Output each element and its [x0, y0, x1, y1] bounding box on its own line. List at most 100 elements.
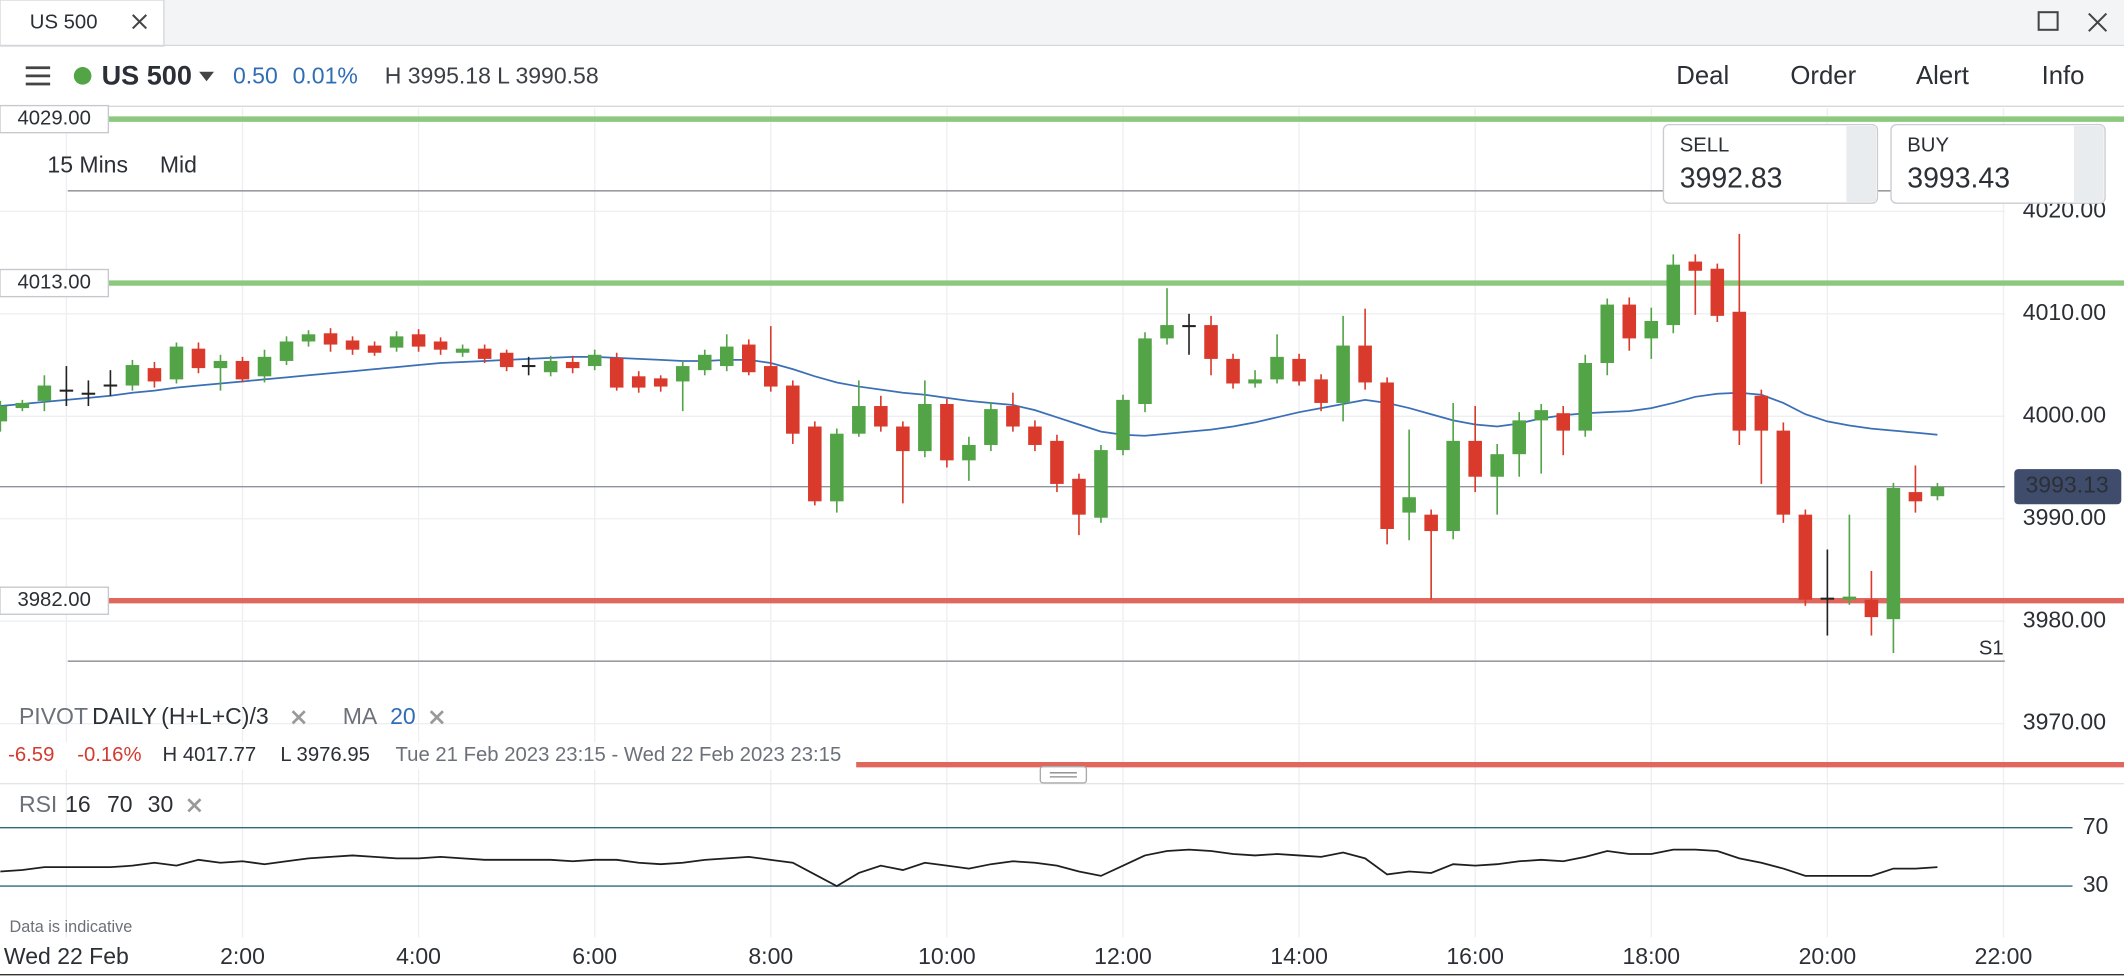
level-label: 4029.00 — [17, 107, 90, 129]
candle-body — [918, 403, 932, 452]
instrument-dropdown[interactable] — [199, 71, 215, 82]
pivot-label: S1 — [1979, 637, 2004, 659]
candle-body — [1072, 478, 1086, 515]
candle-body — [1248, 379, 1262, 384]
candle-body — [1622, 304, 1637, 339]
candle-body — [37, 385, 52, 401]
buy-box[interactable] — [1890, 123, 2106, 204]
deal-button[interactable]: Deal — [1676, 62, 1729, 90]
candle-body — [125, 365, 140, 386]
candle-body — [1182, 325, 1196, 328]
sell-panel[interactable]: SELL 3992.83 — [1662, 123, 1879, 204]
sell-strip — [1846, 125, 1877, 202]
candle-body — [213, 360, 228, 369]
buy-price: 3993.43 — [1907, 163, 2010, 195]
remove-rsi[interactable] — [187, 798, 202, 813]
x-tick-label: 20:00 — [1799, 943, 1857, 969]
close-button[interactable] — [2088, 12, 2108, 32]
x-tick-label: 8:00 — [748, 943, 793, 969]
candle-body — [1886, 488, 1901, 620]
candle-body — [697, 354, 712, 371]
last-price-label: 3993.13 — [2026, 472, 2109, 498]
level-label-box — [0, 104, 110, 134]
buy-panel[interactable]: BUY 3993.43 — [1890, 123, 2106, 204]
remove-pivot[interactable] — [291, 710, 306, 725]
instrument-name[interactable]: US 500 — [102, 59, 192, 90]
y-tick-label: 4000.00 — [2023, 401, 2106, 427]
candle-body — [1732, 311, 1747, 431]
ma-label: MA — [343, 703, 378, 729]
alert-button[interactable]: Alert — [1916, 62, 1969, 90]
candle-body — [984, 409, 998, 445]
x-tick-label: 16:00 — [1446, 943, 1504, 969]
candle-body — [323, 333, 338, 345]
candle-body — [1292, 358, 1306, 382]
price-type[interactable]: Mid — [160, 152, 197, 178]
candle-body — [1336, 345, 1350, 403]
tab[interactable] — [0, 0, 165, 47]
order-button[interactable]: Order — [1790, 62, 1856, 90]
candle-body — [852, 406, 866, 434]
x-tick-label: 2:00 — [220, 943, 265, 969]
last-price-badge — [2014, 469, 2122, 505]
candle-body — [1204, 325, 1218, 359]
x-tick-label: 4:00 — [396, 943, 441, 969]
candle-body — [1424, 514, 1438, 532]
period-range: Tue 21 Feb 2023 23:15 - Wed 22 Feb 2023 … — [396, 744, 842, 766]
candle-body — [565, 361, 580, 369]
level-label-box — [0, 268, 110, 298]
candle-body — [1754, 395, 1769, 431]
candle-body — [543, 360, 558, 373]
candle-body — [1512, 420, 1526, 455]
rsi-period: 16 — [65, 791, 91, 817]
candle-body — [433, 341, 448, 350]
change: 0.50 — [233, 62, 278, 88]
candle-body — [103, 384, 118, 387]
tab-title: US 500 — [30, 11, 98, 33]
remove-ma[interactable] — [429, 710, 444, 725]
rsi-upper: 70 — [107, 791, 133, 817]
candle-body — [1116, 399, 1130, 451]
buy-strip — [2073, 125, 2104, 202]
x-tick-label: Wed 22 Feb — [4, 943, 129, 969]
rsi-lower: 30 — [148, 791, 174, 817]
maximize-button[interactable] — [2037, 11, 2059, 31]
candle-body — [1578, 362, 1593, 431]
menu-icon[interactable] — [25, 66, 51, 86]
ma-period: 20 — [390, 703, 416, 729]
market-status — [73, 67, 92, 85]
pivot-formula: (H+L+C)/3 — [161, 703, 268, 729]
candle-body — [521, 365, 536, 368]
candle-body — [169, 346, 184, 380]
rsi-line — [0, 848, 1938, 888]
disclaimer: Data is indicative — [9, 918, 132, 936]
sell-box[interactable] — [1662, 123, 1879, 204]
candle-body — [257, 356, 272, 377]
candle-body — [1600, 304, 1615, 363]
candle-body — [345, 340, 360, 350]
candle-body — [1864, 599, 1879, 618]
period-change-pct: -0.16% — [77, 744, 141, 766]
candle-body — [719, 346, 734, 367]
candle-body — [389, 336, 404, 348]
info-button[interactable]: Info — [2042, 62, 2085, 90]
pane-resize-handle[interactable] — [1039, 766, 1088, 784]
timeframe[interactable]: 15 Mins — [47, 152, 128, 178]
candle-body — [15, 402, 30, 409]
buy-label: BUY — [1907, 135, 1949, 157]
x-tick-label: 10:00 — [918, 943, 976, 969]
candle-body — [1006, 406, 1020, 427]
chart-area: Wed 22 Feb 2:00 4:00 6:00 8:00 10:00 12:00 14:0… — [0, 104, 2124, 969]
candle-body — [1160, 325, 1174, 339]
x-tick-label: 12:00 — [1094, 943, 1152, 969]
day-high: H 3995.18 — [385, 62, 491, 88]
y-tick-label: 3970.00 — [2023, 709, 2106, 735]
candle-body — [1842, 596, 1857, 600]
x-tick-label: 14:00 — [1270, 943, 1328, 969]
change-pct: 0.01% — [293, 62, 358, 88]
x-tick-label: 6:00 — [572, 943, 617, 969]
candle-body — [609, 357, 624, 388]
rsi-label: RSI — [19, 791, 57, 817]
tab-close[interactable] — [132, 14, 148, 30]
